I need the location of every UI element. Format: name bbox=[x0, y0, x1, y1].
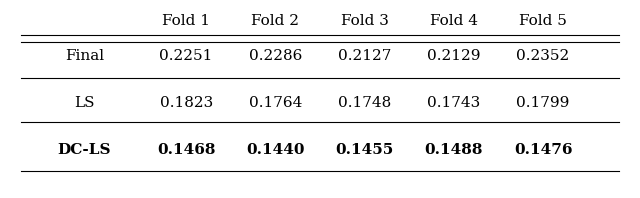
Text: 0.2127: 0.2127 bbox=[338, 49, 391, 63]
Text: 0.2129: 0.2129 bbox=[427, 49, 481, 63]
Text: 0.2352: 0.2352 bbox=[516, 49, 570, 63]
Text: 0.1468: 0.1468 bbox=[157, 143, 216, 157]
Text: 0.1476: 0.1476 bbox=[514, 143, 572, 157]
Text: 0.2286: 0.2286 bbox=[249, 49, 302, 63]
Text: 0.2251: 0.2251 bbox=[159, 49, 213, 63]
Text: 0.1488: 0.1488 bbox=[424, 143, 483, 157]
Text: Fold 5: Fold 5 bbox=[519, 14, 567, 28]
Text: 0.1440: 0.1440 bbox=[246, 143, 305, 157]
Text: DC-LS: DC-LS bbox=[58, 143, 111, 157]
Text: 0.1455: 0.1455 bbox=[335, 143, 394, 157]
Text: Fold 4: Fold 4 bbox=[430, 14, 478, 28]
Text: Fold 2: Fold 2 bbox=[252, 14, 300, 28]
Text: 0.1764: 0.1764 bbox=[249, 96, 302, 110]
Text: 0.1823: 0.1823 bbox=[159, 96, 213, 110]
Text: Fold 1: Fold 1 bbox=[162, 14, 210, 28]
Text: 0.1748: 0.1748 bbox=[338, 96, 391, 110]
Text: Final: Final bbox=[65, 49, 104, 63]
Text: 0.1743: 0.1743 bbox=[427, 96, 481, 110]
Text: 0.1799: 0.1799 bbox=[516, 96, 570, 110]
Text: LS: LS bbox=[74, 96, 95, 110]
Text: Fold 3: Fold 3 bbox=[340, 14, 388, 28]
